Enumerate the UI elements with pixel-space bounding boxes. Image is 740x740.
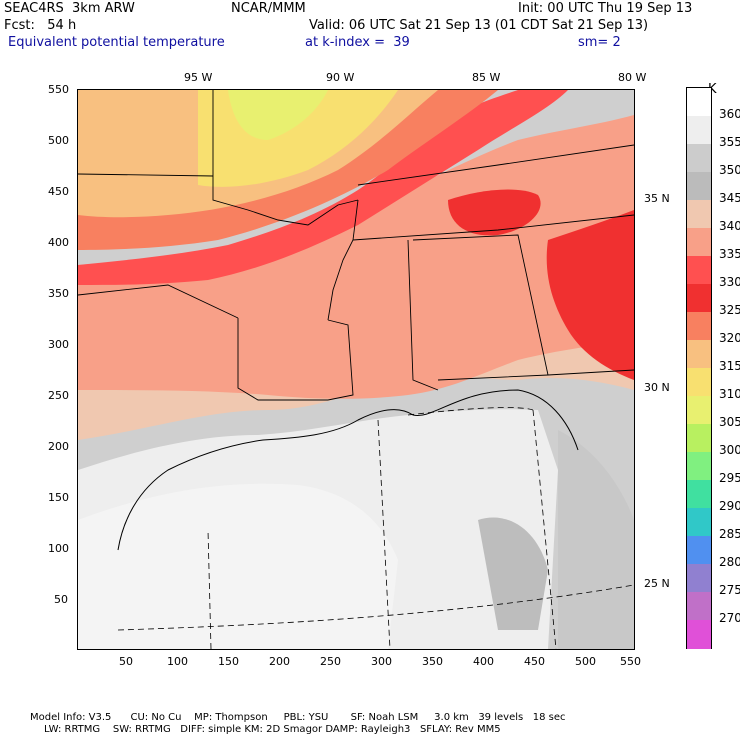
colorbar-swatch — [687, 312, 711, 341]
colorbar-level-label: 295 — [719, 471, 740, 485]
y-tick-label: 100 — [48, 542, 69, 555]
colorbar-swatch — [687, 200, 711, 229]
colorbar-swatch — [687, 144, 711, 173]
x-tick-label: 550 — [620, 655, 641, 668]
lon-label-85w: 85 W — [472, 71, 501, 84]
lon-label-80w: 80 W — [618, 71, 647, 84]
lon-label-95w: 95 W — [184, 71, 213, 84]
x-tick-label: 100 — [167, 655, 188, 668]
model-name: SEAC4RS 3km ARW — [4, 1, 135, 16]
x-tick-label: 200 — [269, 655, 290, 668]
colorbar-swatch — [687, 480, 711, 509]
y-tick-label: 150 — [48, 491, 69, 504]
forecast-hour: Fcst: 54 h — [4, 18, 77, 33]
x-tick-label: 400 — [473, 655, 494, 668]
y-tick-label: 550 — [48, 83, 69, 96]
organization: NCAR/MMM — [231, 1, 306, 16]
valid-time: Valid: 06 UTC Sat 21 Sep 13 (01 CDT Sat … — [309, 18, 649, 33]
colorbar-swatch — [687, 368, 711, 397]
colorbar-level-label: 355 — [719, 135, 740, 149]
y-tick-label: 350 — [48, 287, 69, 300]
colorbar-swatch — [687, 536, 711, 565]
colorbar-swatch — [687, 228, 711, 257]
x-tick-label: 450 — [524, 655, 545, 668]
colorbar-level-label: 275 — [719, 583, 740, 597]
lat-label-25n: 25 N — [644, 577, 670, 590]
y-tick-label: 500 — [48, 134, 69, 147]
colorbar-swatch — [687, 564, 711, 593]
colorbar-swatch — [687, 116, 711, 145]
colorbar-level-label: 290 — [719, 499, 740, 513]
colorbar-level-label: 335 — [719, 247, 740, 261]
colorbar-unit: K — [708, 82, 717, 97]
colorbar-level-label: 350 — [719, 163, 740, 177]
model-info-line2: LW: RRTMG SW: RRTMG DIFF: simple KM: 2D … — [44, 724, 501, 735]
colorbar-level-label: 305 — [719, 415, 740, 429]
colorbar-swatch — [687, 88, 711, 117]
x-tick-label: 350 — [422, 655, 443, 668]
x-tick-label: 150 — [218, 655, 239, 668]
x-tick-label: 50 — [119, 655, 133, 668]
colorbar-swatch — [687, 424, 711, 453]
y-tick-label: 250 — [48, 389, 69, 402]
y-tick-label: 300 — [48, 338, 69, 351]
colorbar-level-label: 270 — [719, 611, 740, 625]
colorbar-level-label: 300 — [719, 443, 740, 457]
model-info-line1: Model Info: V3.5 CU: No Cu MP: Thompson … — [30, 712, 566, 723]
colorbar-level-label: 340 — [719, 219, 740, 233]
x-tick-label: 250 — [320, 655, 341, 668]
colorbar-swatch — [687, 340, 711, 369]
colorbar-level-label: 280 — [719, 555, 740, 569]
colorbar-swatch — [687, 284, 711, 313]
y-tick-label: 50 — [54, 593, 68, 606]
colorbar-level-label: 315 — [719, 359, 740, 373]
map-plot-area — [77, 89, 635, 650]
colorbar-swatch — [687, 620, 711, 649]
colorbar-swatch — [687, 396, 711, 425]
colorbar-swatch — [687, 592, 711, 621]
vertical-level: at k-index = 39 — [305, 35, 410, 50]
y-tick-label: 400 — [48, 236, 69, 249]
colorbar-level-label: 330 — [719, 275, 740, 289]
lat-label-30n: 30 N — [644, 381, 670, 394]
colorbar-level-label: 325 — [719, 303, 740, 317]
colorbar-level-label: 310 — [719, 387, 740, 401]
x-tick-label: 300 — [371, 655, 392, 668]
init-time: Init: 00 UTC Thu 19 Sep 13 — [518, 1, 693, 16]
y-tick-label: 200 — [48, 440, 69, 453]
x-tick-label: 500 — [575, 655, 596, 668]
colorbar-level-label: 345 — [719, 191, 740, 205]
theta-e-field — [78, 90, 634, 649]
field-name: Equivalent potential temperature — [8, 35, 225, 50]
colorbar-swatch — [687, 256, 711, 285]
smoothing-value: sm= 2 — [578, 35, 621, 50]
y-tick-label: 450 — [48, 185, 69, 198]
colorbar-level-label: 360 — [719, 107, 740, 121]
lon-label-90w: 90 W — [326, 71, 355, 84]
colorbar-level-label: 285 — [719, 527, 740, 541]
colorbar — [686, 87, 712, 649]
lat-label-35n: 35 N — [644, 192, 670, 205]
colorbar-swatch — [687, 172, 711, 201]
colorbar-swatch — [687, 452, 711, 481]
colorbar-level-label: 320 — [719, 331, 740, 345]
colorbar-swatch — [687, 508, 711, 537]
